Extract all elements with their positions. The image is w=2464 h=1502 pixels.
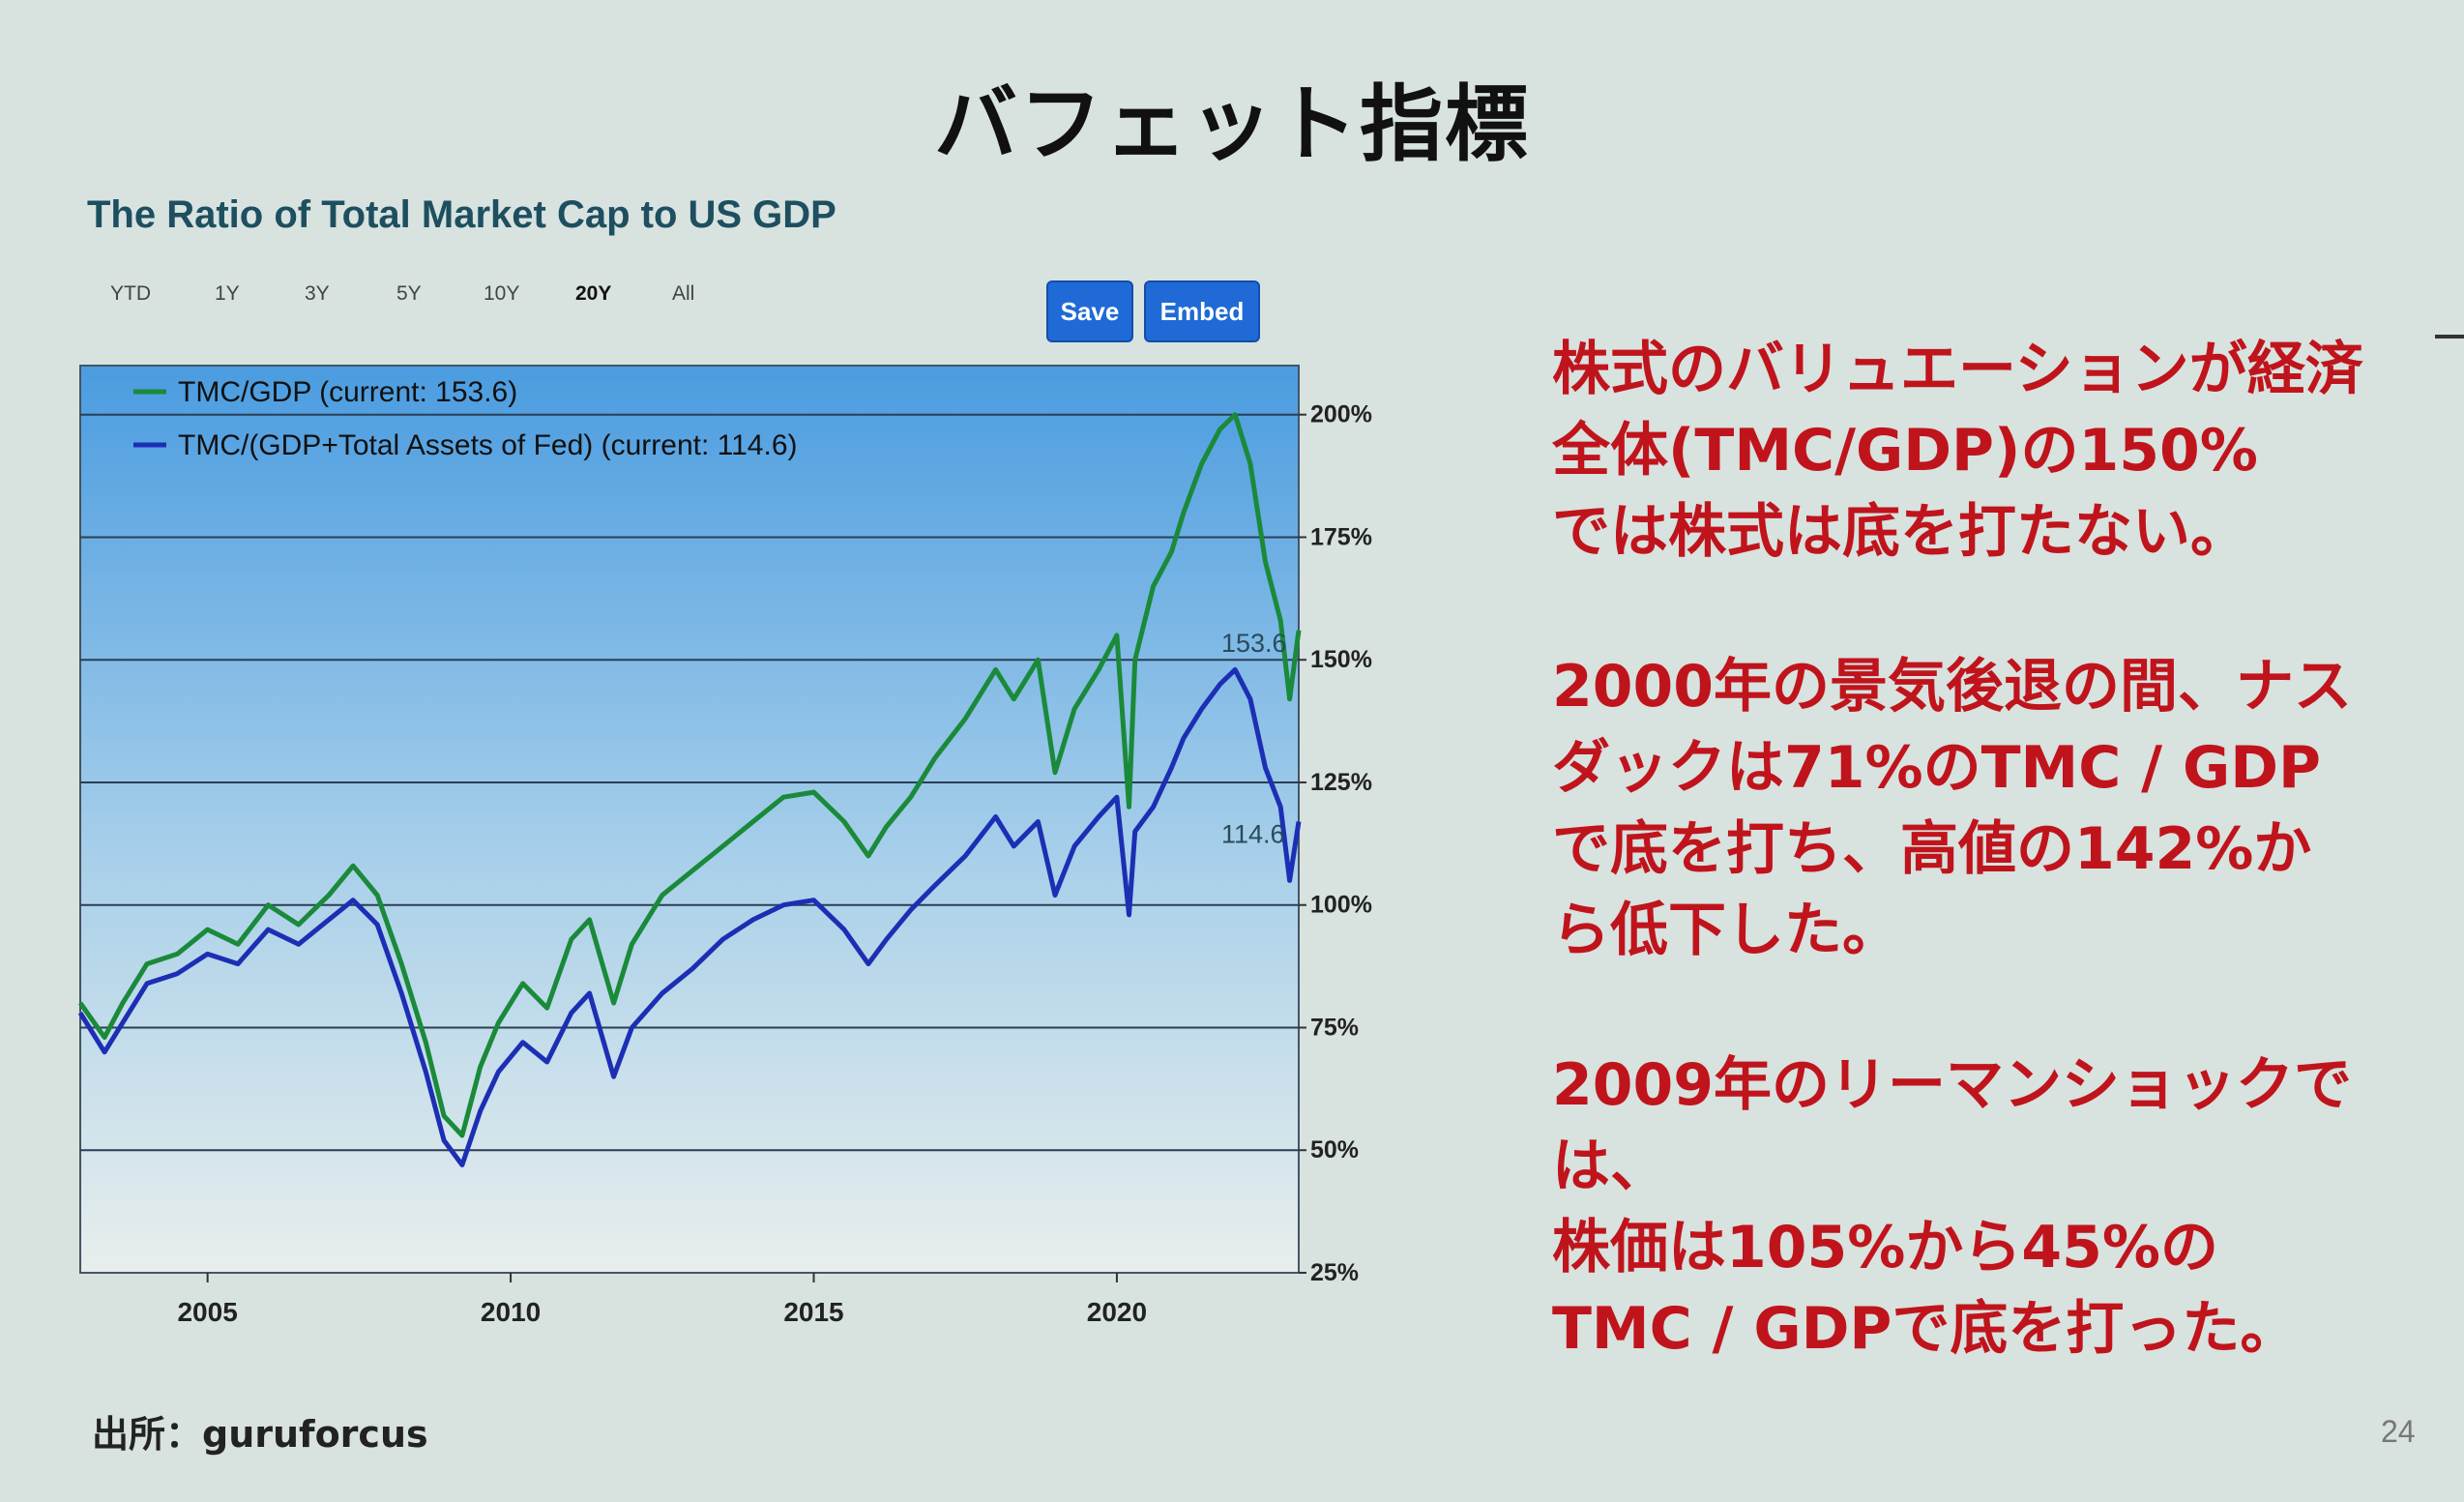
y-tick-label: 25% bbox=[1310, 1259, 1359, 1286]
corner-mark bbox=[2435, 335, 2464, 339]
y-tick-label: 175% bbox=[1310, 523, 1372, 550]
slide-title: バフェット指標 bbox=[934, 76, 1530, 173]
range-1y-button[interactable]: 1Y bbox=[215, 282, 240, 305]
range-10y-button[interactable]: 10Y bbox=[484, 282, 520, 305]
range-3y-button[interactable]: 3Y bbox=[305, 282, 330, 305]
note-valuation: 株式のバリュエーションが経済 全体(TMC/GDP)の150% では株式は底を打… bbox=[1552, 336, 2363, 566]
y-tick-label: 125% bbox=[1310, 769, 1372, 796]
series-line-tmc-fed bbox=[77, 666, 1302, 1167]
y-tick-label: 75% bbox=[1310, 1014, 1359, 1041]
y-axis: 25% 50% 75% 100% 125% 150% 175% 200% bbox=[1299, 401, 1372, 1286]
x-tick-label: 2005 bbox=[177, 1297, 237, 1327]
legend-label: TMC/GDP (current: 153.6) bbox=[178, 376, 517, 408]
range-all-button[interactable]: All bbox=[672, 282, 695, 305]
current-value-labels: 153.6 114.6 bbox=[1221, 629, 1287, 849]
grid-lines bbox=[80, 413, 1299, 1152]
current-value-label: 153.6 bbox=[1221, 629, 1287, 658]
range-ytd-button[interactable]: YTD bbox=[110, 282, 151, 305]
x-tick-label: 2010 bbox=[481, 1297, 541, 1327]
chart-title: The Ratio of Total Market Cap to US GDP bbox=[87, 193, 836, 236]
legend-label: TMC/(GDP+Total Assets of Fed) (current: … bbox=[178, 429, 798, 461]
embed-button[interactable]: Embed bbox=[1144, 280, 1260, 342]
source-credit: 出所：guruforcus bbox=[92, 1413, 428, 1456]
legend: TMC/GDP (current: 153.6) TMC/(GDP+Total A… bbox=[133, 376, 798, 461]
y-tick-label: 150% bbox=[1310, 646, 1372, 673]
note-2009-lehman: 2009年のリーマンショックでは、 株価は105%から45%の TMC / GD… bbox=[1552, 1051, 2352, 1363]
save-button[interactable]: Save bbox=[1046, 280, 1133, 342]
y-tick-label: 200% bbox=[1310, 401, 1372, 428]
series-line-tmc-gdp bbox=[77, 412, 1302, 1138]
x-tick-label: 2015 bbox=[783, 1297, 843, 1327]
current-value-label: 114.6 bbox=[1221, 820, 1285, 849]
plot-area bbox=[79, 365, 1300, 1274]
x-tick-label: 2020 bbox=[1087, 1297, 1147, 1327]
range-20y-button[interactable]: 20Y bbox=[575, 282, 612, 305]
note-2000-recession: 2000年の景気後退の間、ナス ダックは71%のTMC / GDP で底を打ち、… bbox=[1552, 653, 2352, 964]
y-tick-label: 100% bbox=[1310, 892, 1372, 919]
x-axis: 2005 2010 2015 2020 bbox=[177, 1273, 1147, 1327]
y-tick-label: 50% bbox=[1310, 1136, 1359, 1163]
series-layer bbox=[77, 412, 1302, 1167]
page-number: 24 bbox=[2381, 1414, 2416, 1449]
range-5y-button[interactable]: 5Y bbox=[396, 282, 422, 305]
